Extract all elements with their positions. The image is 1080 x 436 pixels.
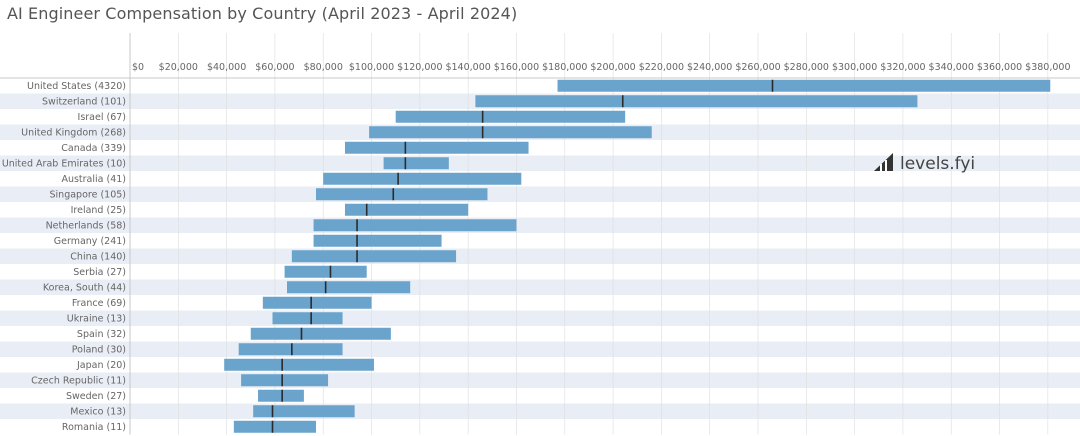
row-band xyxy=(0,341,1080,357)
x-tick-label: $200,000 xyxy=(590,62,635,73)
row-band xyxy=(0,403,1080,419)
country-label: China (140) xyxy=(70,252,126,263)
country-label: United Arab Emirates (10) xyxy=(2,159,126,170)
range-bar xyxy=(272,312,343,325)
x-tick-label: $60,000 xyxy=(255,62,294,73)
country-label: Switzerland (101) xyxy=(42,97,126,108)
row-band xyxy=(0,372,1080,388)
country-label: Spain (32) xyxy=(77,329,126,340)
row-band xyxy=(0,186,1080,202)
range-bar xyxy=(258,389,304,402)
range-bar xyxy=(313,234,442,247)
country-label: United States (4320) xyxy=(27,81,126,92)
range-bar xyxy=(313,219,517,232)
country-label: France (69) xyxy=(72,298,126,309)
country-label: Ireland (25) xyxy=(71,205,126,216)
x-tick-label: $160,000 xyxy=(494,62,539,73)
country-label: Romania (11) xyxy=(62,422,126,433)
x-axis-ticks: $0 $20,000 $40,000 $60,000 $80,000 $100,000 $1… xyxy=(132,62,1071,73)
country-label: Mexico (13) xyxy=(70,407,126,418)
x-tick-label: $300,000 xyxy=(832,62,877,73)
chart-title: AI Engineer Compensation by Country (Apr… xyxy=(7,4,518,23)
range-bar xyxy=(395,110,626,123)
country-label: Canada (339) xyxy=(61,143,126,154)
country-label: United Kingdom (268) xyxy=(21,128,126,139)
x-tick-label: $0 xyxy=(132,62,144,73)
country-label: Israel (67) xyxy=(78,112,126,123)
range-bar xyxy=(323,172,522,185)
range-bar xyxy=(238,343,343,356)
row-band xyxy=(0,217,1080,233)
country-label: Australia (41) xyxy=(61,174,126,185)
row-labels: United States (4320) Switzerland (101) Isr… xyxy=(2,81,126,433)
x-tick-label: $220,000 xyxy=(639,62,684,73)
country-label: Serbia (27) xyxy=(73,267,126,278)
range-bar xyxy=(315,188,488,201)
row-band xyxy=(0,155,1080,171)
x-tick-label: $280,000 xyxy=(784,62,829,73)
country-label: Japan (20) xyxy=(76,360,126,371)
row-band xyxy=(0,248,1080,264)
country-label: Germany (241) xyxy=(54,236,126,247)
x-tick-label: $240,000 xyxy=(687,62,732,73)
row-bands xyxy=(0,93,1080,419)
x-tick-label: $100,000 xyxy=(349,62,394,73)
range-bar xyxy=(250,327,391,340)
row-band xyxy=(0,279,1080,295)
x-tick-label: $140,000 xyxy=(445,62,490,73)
x-tick-label: $320,000 xyxy=(880,62,925,73)
x-tick-label: $40,000 xyxy=(207,62,246,73)
range-bar xyxy=(233,420,316,433)
x-tick-label: $360,000 xyxy=(977,62,1022,73)
levels-fyi-stairs-icon xyxy=(874,153,893,171)
x-tick-label: $120,000 xyxy=(397,62,442,73)
range-bar xyxy=(284,265,367,278)
x-tick-label: $80,000 xyxy=(304,62,343,73)
country-label: Netherlands (58) xyxy=(46,221,126,232)
x-tick-label: $340,000 xyxy=(929,62,974,73)
country-label: Poland (30) xyxy=(72,345,126,356)
logo-text: levels.fyi xyxy=(900,154,975,174)
range-bar xyxy=(287,281,411,294)
x-tick-label: $380,000 xyxy=(1025,62,1070,73)
range-bar xyxy=(557,79,1051,92)
levels-fyi-logo: levels.fyi xyxy=(874,153,975,174)
range-bar xyxy=(224,358,374,371)
row-band xyxy=(0,310,1080,326)
x-tick-label: $20,000 xyxy=(159,62,198,73)
range-bar xyxy=(262,296,372,309)
range-bars xyxy=(224,79,1051,433)
range-bar xyxy=(344,141,529,154)
range-bar xyxy=(475,95,918,108)
range-bar xyxy=(241,374,329,387)
range-bar xyxy=(344,203,469,216)
country-label: Ukraine (13) xyxy=(67,314,126,325)
country-label: Czech Republic (11) xyxy=(31,376,126,387)
country-label: Sweden (27) xyxy=(66,391,126,402)
x-tick-label: $180,000 xyxy=(542,62,587,73)
range-bar xyxy=(253,405,355,418)
range-bar xyxy=(291,250,457,263)
x-tick-label: $260,000 xyxy=(735,62,780,73)
country-label: Singapore (105) xyxy=(50,190,127,201)
range-bar xyxy=(369,126,652,139)
country-label: Korea, South (44) xyxy=(43,283,126,294)
range-bar xyxy=(383,157,449,170)
